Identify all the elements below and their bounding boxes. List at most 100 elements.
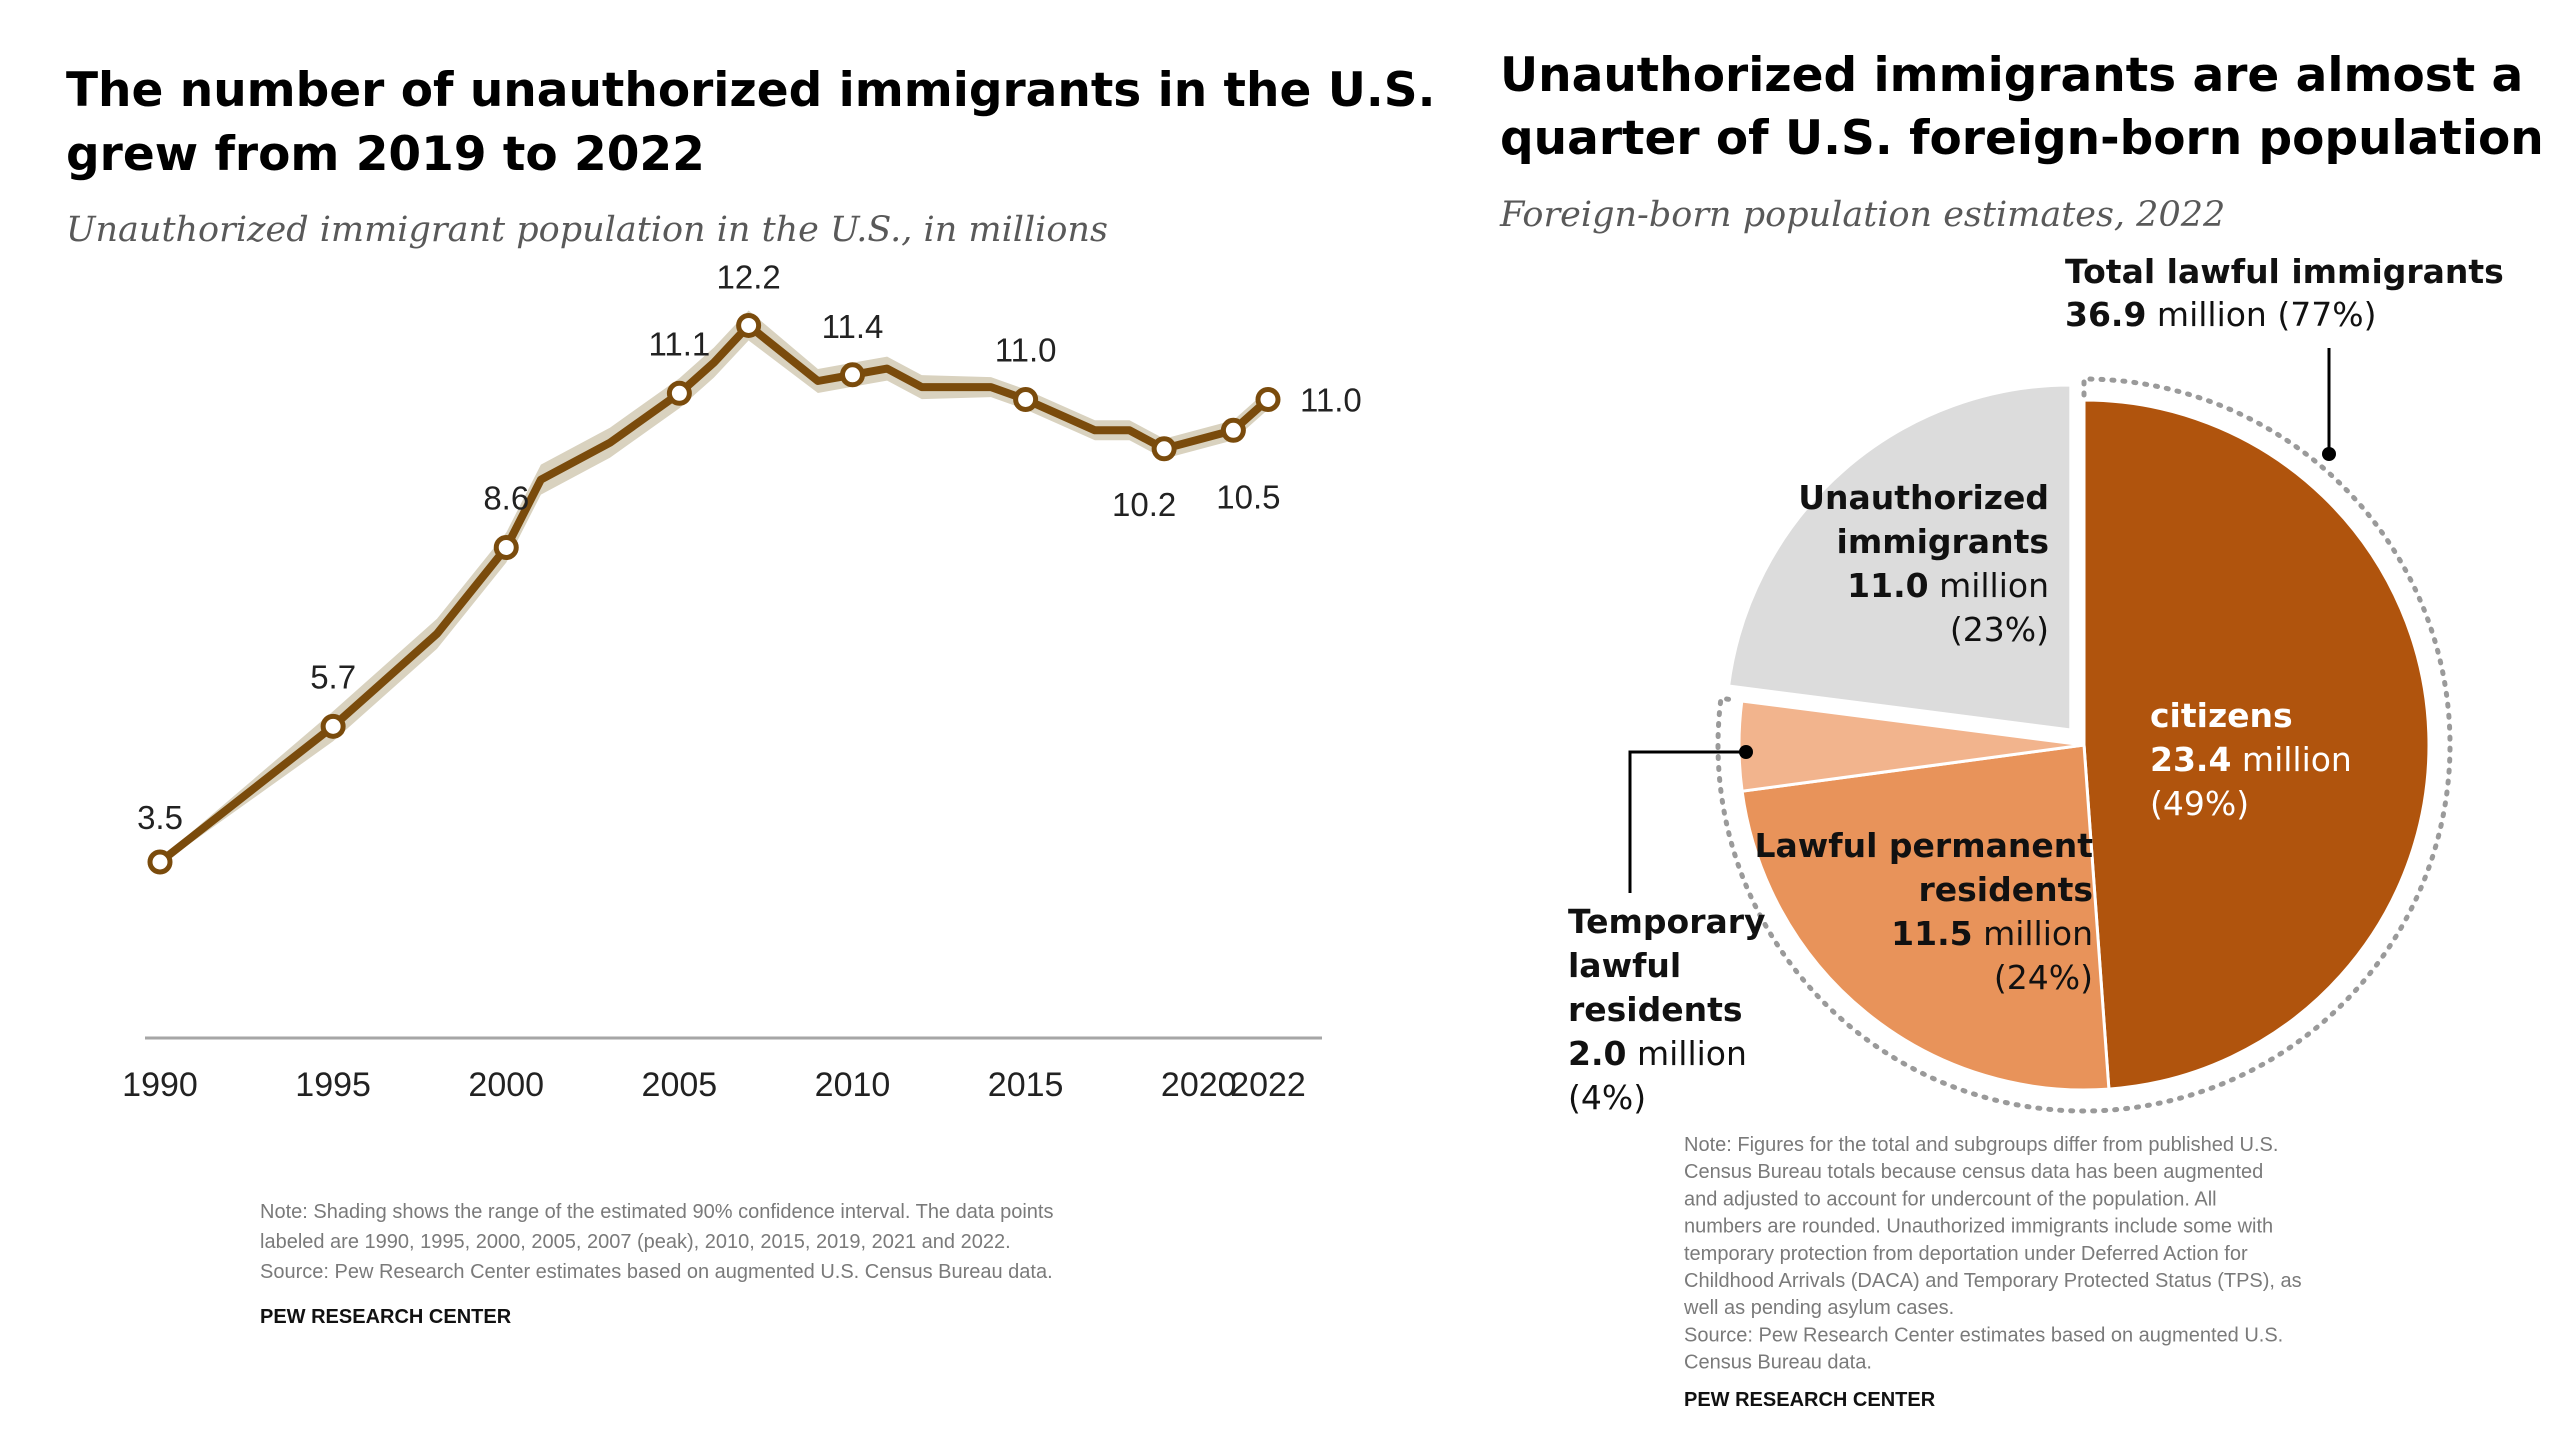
- data-label: 11.0: [1300, 381, 1362, 418]
- data-point-marker: [320, 713, 346, 739]
- data-point-marker: [1013, 386, 1039, 412]
- slice-name: Temporary: [1568, 902, 1766, 941]
- left-title-line-2: grew from 2019 to 2022: [66, 127, 705, 182]
- right-note-line: Census Bureau data.: [1684, 1352, 1872, 1374]
- data-label: 5.7: [310, 658, 356, 695]
- right-note-line: Note: Figures for the total and subgroup…: [1684, 1134, 2278, 1156]
- slice-name: residents: [1568, 990, 1743, 1029]
- pie-slice: [1726, 383, 2073, 732]
- slice-label-naturalized: citizens 23.4 million (49%): [2150, 696, 2352, 823]
- total-lawful-value: 36.9: [2065, 295, 2146, 334]
- slice-value-line: 23.4 million: [2150, 740, 2352, 779]
- data-label: 3.5: [137, 799, 183, 836]
- right-brand: PEW RESEARCH CENTER: [1684, 1389, 1936, 1411]
- slice-value: 2.0: [1568, 1034, 1626, 1073]
- slice-value-line: 11.0 million: [1847, 566, 2049, 605]
- slice-name: citizens: [2150, 696, 2293, 735]
- point-markers: [147, 312, 1281, 875]
- data-label: 11.0: [995, 331, 1057, 368]
- slice-unit: million: [2242, 740, 2352, 779]
- left-note-line: Note: Shading shows the range of the est…: [260, 1201, 1053, 1223]
- data-point-marker: [1151, 436, 1177, 462]
- right-panel: Unauthorized immigrants are almost a qua…: [1499, 48, 2544, 1411]
- total-lawful-label: Total lawful immigrants: [2065, 252, 2504, 291]
- total-lawful-annotation: Total lawful immigrants 36.9 million (77…: [2065, 252, 2504, 461]
- data-label: 11.4: [822, 308, 884, 345]
- data-label: 12.2: [717, 258, 781, 295]
- right-note-line: Childhood Arrivals (DACA) and Temporary …: [1684, 1270, 2302, 1292]
- slice-percent: (4%): [1568, 1078, 1646, 1117]
- slice-percent: (24%): [1994, 958, 2093, 997]
- slice-name: Unauthorized: [1798, 478, 2049, 517]
- slice-name: Lawful permanent: [1754, 826, 2093, 865]
- x-tick-label: 1995: [295, 1066, 371, 1104]
- slice-label-unauthorized: Unauthorized immigrants 11.0 million (23…: [1798, 478, 2049, 649]
- lawful-group-bracket: [1715, 376, 2453, 1114]
- pie-chart: Total lawful immigrants 36.9 million (77…: [1568, 252, 2504, 1117]
- slice-unit: million: [1939, 566, 2049, 605]
- left-panel: The number of unauthorized immigrants in…: [66, 63, 1435, 1328]
- line-chart: 3.5 5.7 8.6 11.112.2 11.4 11.0 10.2 10.5 11.0 19…: [122, 258, 1362, 1104]
- data-label: 11.1: [648, 325, 710, 362]
- right-note-line: Source: Pew Research Center estimates ba…: [1684, 1324, 2283, 1346]
- data-point-marker: [840, 362, 865, 388]
- slice-name: residents: [1918, 870, 2093, 909]
- slice-percent: (49%): [2150, 784, 2249, 823]
- data-label: 8.6: [483, 479, 529, 516]
- total-lawful-unit: million: [2157, 295, 2267, 334]
- slice-value-line: 2.0 million: [1568, 1034, 1747, 1073]
- left-source-line: Source: Pew Research Center estimates ba…: [260, 1261, 1053, 1283]
- x-tick-label: 1990: [122, 1066, 198, 1104]
- x-tick-label: 2020: [1161, 1066, 1237, 1104]
- data-label: 10.5: [1216, 478, 1280, 515]
- right-note: Note: Figures for the total and subgroup…: [1683, 1134, 2302, 1374]
- x-tick-label: 2015: [988, 1066, 1064, 1104]
- total-lawful-value-line: 36.9 million (77%): [2065, 295, 2376, 334]
- series-line: [156, 321, 1272, 866]
- data-point-marker: [666, 380, 692, 406]
- data-point-marker: [493, 534, 519, 560]
- right-note-line: temporary protection from deportation un…: [1684, 1243, 2248, 1265]
- data-point-marker: [736, 312, 762, 338]
- right-title-line-1: Unauthorized immigrants are almost a: [1500, 48, 2523, 103]
- data-labels: 3.5 5.7 8.6 11.112.2 11.4 11.0 10.2 10.5 11.0: [137, 258, 1362, 836]
- total-lawful-leader-dot: [2322, 447, 2336, 461]
- right-note-line: and adjusted to account for undercount o…: [1684, 1188, 2217, 1210]
- left-subtitle: Unauthorized immigrant population in the…: [66, 210, 1108, 250]
- right-title-line-2: quarter of U.S. foreign-born population: [1500, 111, 2544, 166]
- slice-value-line: 11.5 million: [1891, 914, 2093, 953]
- x-tick-label: 2022: [1230, 1066, 1306, 1104]
- pie-slice: [1737, 699, 2085, 793]
- data-point-marker: [147, 849, 173, 875]
- right-note-line: Census Bureau totals because census data…: [1684, 1161, 2263, 1183]
- left-title-line-1: The number of unauthorized immigrants in…: [66, 63, 1435, 118]
- slice-name: lawful: [1568, 946, 1681, 985]
- left-note: Note: Shading shows the range of the est…: [260, 1201, 1053, 1283]
- slice-unit: million: [1983, 914, 2093, 953]
- confidence-interval-band: [160, 310, 1268, 865]
- slice-label-temporary: Temporary lawful residents 2.0 million (…: [1568, 745, 1766, 1117]
- data-point-marker: [1220, 417, 1246, 443]
- pie-slices: [1726, 383, 2431, 1092]
- slice-name: immigrants: [1837, 522, 2049, 561]
- slice-value: 23.4: [2150, 740, 2231, 779]
- x-tick-label: 2000: [468, 1066, 544, 1104]
- pie-slice: [1740, 743, 2111, 1092]
- right-subtitle: Foreign-born population estimates, 2022: [1499, 195, 2225, 235]
- pie-slice: [2082, 398, 2431, 1091]
- slice-percent: (23%): [1950, 610, 2049, 649]
- slice-unit: million: [1637, 1034, 1747, 1073]
- left-brand: PEW RESEARCH CENTER: [260, 1306, 512, 1328]
- slice-value: 11.0: [1847, 566, 1928, 605]
- data-point-marker: [1255, 386, 1281, 412]
- right-note-line: numbers are rounded. Unauthorized immigr…: [1684, 1216, 2273, 1238]
- temporary-leader-line: [1628, 750, 1746, 893]
- slice-value: 11.5: [1891, 914, 1972, 953]
- left-note-line: labeled are 1990, 1995, 2000, 2005, 2007…: [260, 1231, 1011, 1253]
- x-tick-label: 2005: [642, 1066, 718, 1104]
- temporary-leader-dot: [1739, 745, 1753, 759]
- slice-label-lawful-permanent: Lawful permanent residents 11.5 million …: [1754, 826, 2093, 997]
